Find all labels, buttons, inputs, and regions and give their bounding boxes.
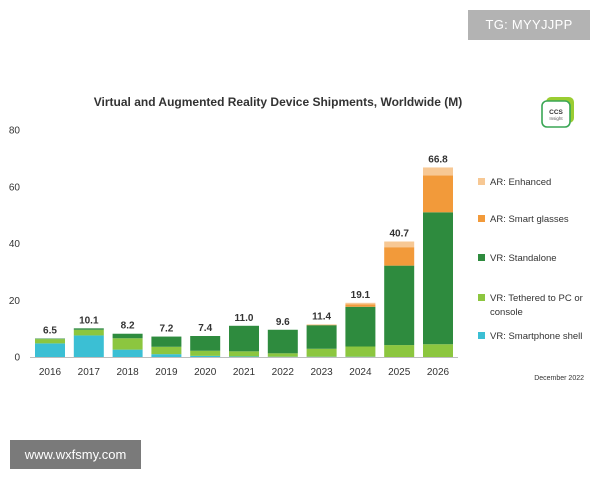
legend-swatch — [478, 254, 485, 261]
total-label-2026: 66.8 — [428, 154, 448, 165]
bar-segment-2020-s1 — [190, 350, 221, 356]
legend-label: AR: Enhanced — [490, 177, 551, 188]
x-tick-label: 2019 — [155, 367, 178, 378]
x-tick-label: 2017 — [78, 367, 101, 378]
y-tick-label: 0 — [14, 353, 20, 364]
total-label-2023: 11.4 — [312, 312, 331, 323]
bar-segment-2024-s2 — [345, 306, 376, 347]
bar-segment-2016-s2 — [35, 338, 65, 340]
bar-segment-2023-s2 — [306, 325, 337, 349]
x-tick-label: 2018 — [116, 367, 139, 378]
bar-segment-2018-s2 — [112, 333, 143, 339]
x-tick-label: 2021 — [233, 367, 256, 378]
legend-swatch — [478, 215, 485, 222]
x-tick-label: 2020 — [194, 367, 217, 378]
x-axis: 2016 2017 2018 2019 2020 2021 2022 2023 2024 2025… — [30, 357, 458, 378]
chart-note: December 2022 — [534, 375, 584, 382]
legend-label: VR: Tethered to PC or — [490, 293, 583, 304]
bar-segment-2026-s1 — [423, 344, 453, 357]
legend-label: console — [490, 307, 523, 318]
total-label-2017: 10.1 — [79, 315, 99, 326]
bar-segment-2025-s3 — [384, 247, 415, 266]
y-tick-label: 80 — [9, 126, 21, 137]
legend: AR: Enhanced AR: Smart glasses VR: Standal… — [478, 177, 583, 342]
bar-segment-2026-s2 — [423, 212, 453, 345]
total-label-2019: 7.2 — [159, 324, 173, 335]
bar-segment-2026-s3 — [423, 175, 453, 213]
bar-segment-2021-s0 — [229, 356, 259, 357]
logo-front-square — [541, 100, 571, 128]
bar-segment-2020-s0 — [190, 355, 221, 357]
bar-segment-2023-s0 — [306, 356, 337, 358]
y-tick-label: 20 — [9, 296, 21, 307]
legend-label: VR: Standalone — [490, 253, 557, 264]
bar-segment-2025-s2 — [384, 265, 415, 346]
bar-segment-2017-s0 — [73, 335, 104, 357]
bar-segment-2025-s1 — [384, 345, 415, 357]
bar-segment-2023-s1 — [306, 348, 337, 357]
bar-segment-2025-s4 — [384, 241, 415, 248]
bar-segment-2021-s2 — [229, 325, 259, 352]
x-tick-label: 2016 — [39, 367, 62, 378]
logo-text: CCS — [549, 109, 563, 116]
bar-segment-2023-s3 — [306, 324, 337, 326]
bars — [35, 167, 453, 358]
bar-segment-2019-s2 — [151, 336, 182, 347]
watermark-bottom: www.wxfsmy.com — [10, 440, 141, 469]
total-label-2018: 8.2 — [121, 321, 135, 332]
total-label-2024: 19.1 — [351, 290, 371, 301]
legend-label: AR: Smart glasses — [490, 214, 569, 225]
total-label-2022: 9.6 — [276, 317, 290, 328]
bar-segment-2022-s1 — [267, 353, 298, 357]
legend-swatch — [478, 332, 485, 339]
total-label-2021: 11.0 — [235, 313, 254, 324]
bar-segment-2022-s2 — [267, 329, 298, 354]
bar-segment-2024-s0 — [345, 356, 376, 358]
legend-swatch — [478, 178, 485, 185]
legend-swatch — [478, 294, 485, 301]
bar-segment-2020-s2 — [190, 336, 221, 351]
bar-segment-2018-s1 — [112, 338, 143, 350]
bar-segment-2019-s0 — [151, 354, 182, 357]
ccs-insight-logo: CCS Insight — [541, 97, 574, 128]
y-axis: 0 20 40 60 80 — [9, 126, 21, 364]
x-tick-label: 2023 — [310, 367, 333, 378]
total-label-2016: 6.5 — [43, 326, 57, 337]
total-labels: 6.5 10.1 8.2 7.2 7.4 11.0 9.6 11.4 19.1 40.7 66.8 — [43, 154, 448, 336]
bar-segment-2018-s0 — [112, 349, 143, 357]
bar-segment-2026-s4 — [423, 167, 453, 176]
x-tick-label: 2022 — [272, 367, 295, 378]
y-tick-label: 60 — [9, 182, 21, 193]
bar-segment-2024-s3 — [345, 304, 376, 307]
y-tick-label: 40 — [9, 239, 21, 250]
bar-segment-2019-s1 — [151, 346, 182, 355]
bar-segment-2016-s1 — [35, 339, 65, 344]
x-tick-label: 2025 — [388, 367, 411, 378]
legend-label: VR: Smartphone shell — [490, 331, 582, 342]
bar-segment-2024-s4 — [345, 302, 376, 305]
total-label-2025: 40.7 — [389, 229, 409, 240]
bar-segment-2017-s2 — [73, 328, 104, 330]
bar-segment-2021-s1 — [229, 351, 259, 357]
bar-segment-2016-s0 — [35, 343, 65, 357]
total-label-2020: 7.4 — [198, 323, 212, 334]
bar-segment-2022-s0 — [267, 356, 298, 358]
chart-title: Virtual and Augmented Reality Device Shi… — [94, 95, 463, 109]
watermark-top: TG: MYYJJPP — [468, 10, 590, 40]
bar-segment-2017-s1 — [73, 329, 104, 336]
logo-subtext: Insight — [549, 116, 563, 121]
x-tick-label: 2026 — [427, 367, 450, 378]
x-tick-label: 2024 — [349, 367, 372, 378]
bar-segment-2024-s1 — [345, 346, 376, 357]
